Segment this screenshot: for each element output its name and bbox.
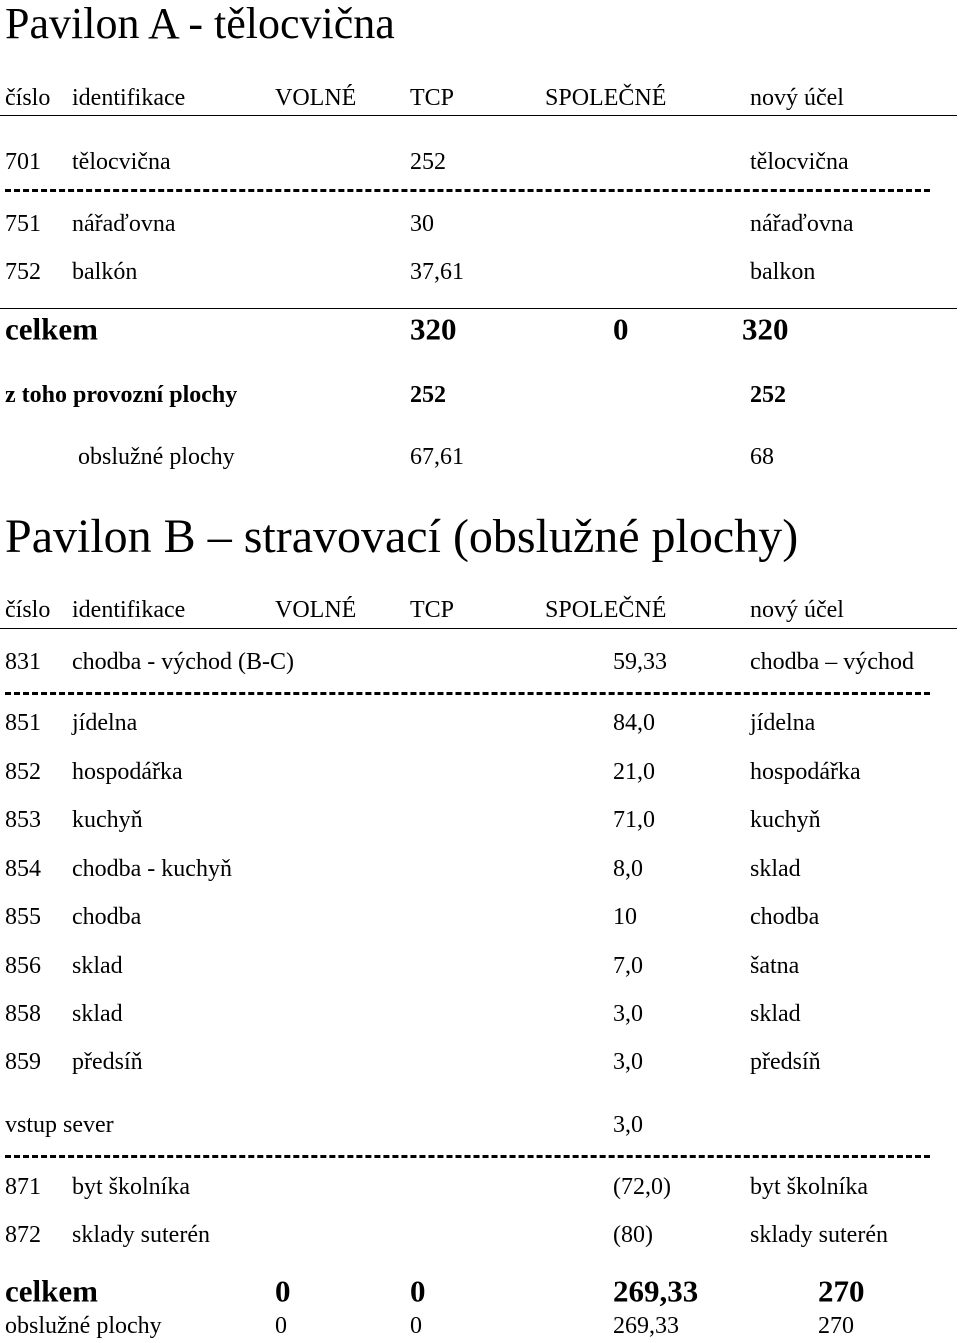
cell: vstup sever	[5, 1112, 114, 1138]
cell: 252	[410, 149, 446, 175]
column-header: nový účel	[750, 85, 844, 111]
cell: 856	[5, 953, 41, 979]
subtotal-label: obslužné plochy	[78, 444, 235, 470]
subtotal-value: 67,61	[410, 444, 464, 470]
cell: 871	[5, 1174, 41, 1200]
subtotal-label: obslužné plochy	[5, 1313, 162, 1339]
section-title: Pavilon B – stravovací (obslužné plochy)	[5, 510, 799, 563]
subtotal-value: 0	[275, 1313, 287, 1339]
subtotal-value: 269,33	[613, 1313, 679, 1339]
cell: sklad	[72, 1001, 123, 1027]
column-header: identifikace	[72, 85, 186, 111]
cell: sklady suterén	[750, 1222, 888, 1248]
cell: šatna	[750, 953, 800, 979]
column-header: TCP	[410, 85, 455, 111]
cell: balkon	[750, 259, 816, 285]
cell: hospodářka	[750, 759, 861, 785]
cell: 859	[5, 1049, 41, 1075]
cell: 71,0	[613, 807, 655, 833]
cell: 853	[5, 807, 41, 833]
cell: 3,0	[613, 1001, 643, 1027]
column-header: TCP	[410, 597, 455, 623]
column-header: nový účel	[750, 597, 844, 623]
cell: sklady suterén	[72, 1222, 210, 1248]
column-header: číslo	[5, 85, 51, 111]
cell: 854	[5, 856, 41, 882]
total-value: 0	[410, 1273, 426, 1309]
cell: hospodářka	[72, 759, 183, 785]
column-header: VOLNÉ	[275, 85, 357, 111]
cell: chodba - východ (B-C)	[72, 649, 294, 675]
column-header: VOLNÉ	[275, 597, 357, 623]
cell: nářaďovna	[72, 211, 176, 237]
subtotal-value: 270	[818, 1313, 854, 1339]
cell: sklad	[750, 1001, 801, 1027]
cell: tělocvična	[750, 149, 849, 175]
cell: sklad	[750, 856, 801, 882]
total-value: 269,33	[613, 1273, 699, 1309]
rule	[0, 115, 957, 116]
rule	[0, 308, 957, 309]
cell: předsíň	[750, 1049, 821, 1075]
subtotal-label: z toho provozní plochy	[5, 382, 238, 408]
cell: 59,33	[613, 649, 667, 675]
column-header: SPOLEČNÉ	[545, 85, 667, 111]
cell: chodba	[750, 904, 820, 930]
total-value: 320	[742, 311, 789, 347]
cell: chodba – východ	[750, 649, 914, 675]
cell: 37,61	[410, 259, 464, 285]
cell: 84,0	[613, 710, 655, 736]
cell: jídelna	[750, 710, 816, 736]
cell: jídelna	[72, 710, 138, 736]
cell: 831	[5, 649, 41, 675]
total-value: 0	[613, 311, 629, 347]
cell: nářaďovna	[750, 211, 854, 237]
subtotal-value: 0	[410, 1313, 422, 1339]
section-title: Pavilon A - tělocvična	[5, 0, 395, 48]
cell: kuchyň	[72, 807, 143, 833]
cell: 7,0	[613, 953, 643, 979]
cell: balkón	[72, 259, 138, 285]
cell: 30	[410, 211, 434, 237]
cell: 3,0	[613, 1112, 643, 1138]
rule	[0, 628, 957, 629]
cell: 858	[5, 1001, 41, 1027]
total-value: 0	[275, 1273, 291, 1309]
separator	[5, 692, 930, 695]
column-header: identifikace	[72, 597, 186, 623]
cell: 752	[5, 259, 41, 285]
separator	[5, 1155, 930, 1158]
subtotal-value: 252	[750, 382, 786, 408]
cell: tělocvična	[72, 149, 171, 175]
cell: 8,0	[613, 856, 643, 882]
cell: 3,0	[613, 1049, 643, 1075]
cell: 852	[5, 759, 41, 785]
subtotal-value: 252	[410, 382, 446, 408]
total-label: celkem	[5, 311, 98, 347]
cell: 751	[5, 211, 41, 237]
cell: (80)	[613, 1222, 653, 1248]
cell: 872	[5, 1222, 41, 1248]
cell: byt školníka	[750, 1174, 868, 1200]
cell: 701	[5, 149, 41, 175]
cell: 10	[613, 904, 637, 930]
cell: 21,0	[613, 759, 655, 785]
separator	[5, 189, 930, 192]
total-label: celkem	[5, 1273, 98, 1309]
cell: chodba	[72, 904, 142, 930]
subtotal-value: 68	[750, 444, 774, 470]
total-value: 320	[410, 311, 457, 347]
cell: 855	[5, 904, 41, 930]
cell: chodba - kuchyň	[72, 856, 232, 882]
cell: (72,0)	[613, 1174, 671, 1200]
total-value: 270	[818, 1273, 865, 1309]
cell: kuchyň	[750, 807, 821, 833]
column-header: číslo	[5, 597, 51, 623]
cell: sklad	[72, 953, 123, 979]
column-header: SPOLEČNÉ	[545, 597, 667, 623]
cell: byt školníka	[72, 1174, 190, 1200]
cell: 851	[5, 710, 41, 736]
cell: předsíň	[72, 1049, 143, 1075]
